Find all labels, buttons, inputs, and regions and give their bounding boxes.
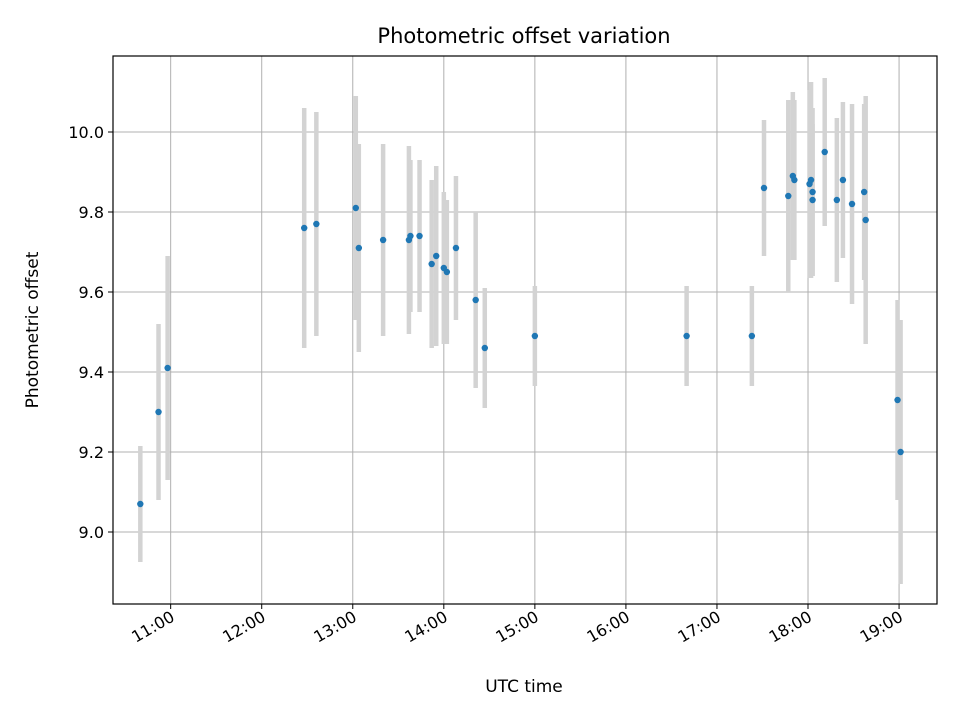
- x-tick-label: 15:00: [492, 607, 541, 647]
- data-point: [443, 268, 451, 276]
- data-point: [428, 260, 435, 268]
- y-tick-label: 9.4: [79, 363, 104, 382]
- y-tick-label: 9.0: [79, 523, 104, 542]
- data-point: [379, 236, 387, 244]
- data-point: [407, 232, 414, 240]
- data-point: [472, 296, 479, 304]
- x-axis-ticks: 11:00 12:00 13:00 14:00 15:00 16:00 17:00 18:00…: [128, 604, 906, 647]
- y-tick-label: 9.6: [79, 283, 104, 302]
- x-tick-label: 14:00: [401, 607, 450, 647]
- data-point: [848, 200, 856, 208]
- data-point: [839, 176, 847, 184]
- data-point: [301, 224, 308, 232]
- data-point: [137, 500, 144, 508]
- data-point: [155, 408, 162, 416]
- x-tick-label: 19:00: [857, 607, 906, 647]
- plot-frame: [112, 55, 938, 605]
- data-point: [785, 192, 792, 200]
- data-point: [791, 176, 798, 184]
- y-tick-label: 9.8: [79, 203, 104, 222]
- y-axis-ticks: 9.0 9.2 9.4 9.6 9.8 10.0: [68, 123, 113, 542]
- x-tick-label: 12:00: [219, 607, 268, 647]
- data-point: [821, 148, 828, 156]
- data-point: [862, 216, 869, 224]
- data-point: [894, 396, 901, 404]
- chart-title: Photometric offset variation: [377, 24, 670, 48]
- data-point: [416, 232, 423, 240]
- x-tick-label: 11:00: [128, 607, 177, 647]
- x-tick-label: 17:00: [675, 607, 724, 647]
- data-point: [860, 188, 868, 196]
- data-point: [833, 196, 841, 204]
- x-tick-label: 13:00: [310, 607, 359, 647]
- data-point: [531, 332, 539, 340]
- data-point: [748, 332, 756, 340]
- data-point: [313, 220, 320, 228]
- data-point: [433, 252, 440, 260]
- y-tick-label: 10.0: [68, 123, 104, 142]
- x-tick-label: 18:00: [766, 607, 815, 647]
- data-point: [352, 204, 359, 212]
- x-axis-label: UTC time: [485, 677, 563, 697]
- y-axis-label: Photometric offset: [23, 251, 43, 408]
- data-points: [137, 148, 904, 508]
- data-point: [683, 332, 690, 340]
- error-bars: [138, 78, 903, 584]
- data-point: [809, 188, 816, 196]
- data-point: [760, 184, 768, 192]
- data-point: [897, 448, 904, 456]
- y-tick-label: 9.2: [79, 443, 104, 462]
- x-tick-label: 16:00: [583, 607, 632, 647]
- data-point: [355, 244, 363, 252]
- data-point: [809, 196, 816, 204]
- data-point: [807, 176, 815, 184]
- data-point: [164, 364, 171, 372]
- data-point: [481, 344, 488, 352]
- data-point: [452, 244, 460, 252]
